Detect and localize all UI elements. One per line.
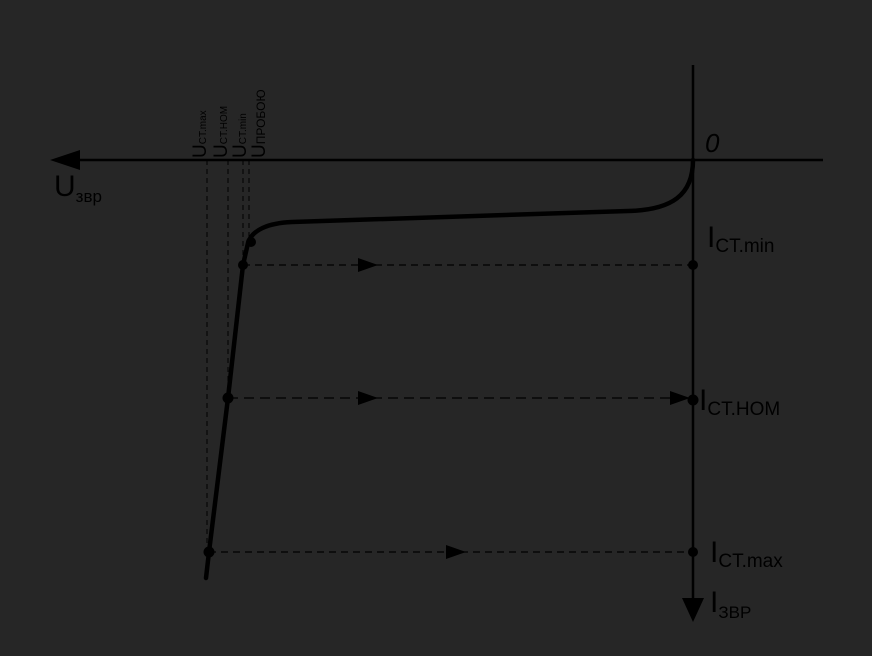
i-ct-max-label-main: I xyxy=(710,536,718,569)
axis-point-ct-min xyxy=(688,260,698,270)
i-ct-hom-direction-arrow xyxy=(358,391,378,405)
u-ct-hom-label: UCT.HOM xyxy=(211,106,232,158)
i-ct-max-label: ICT.max xyxy=(710,536,783,572)
i-ct-max-label-sub: CT.max xyxy=(718,551,783,572)
axis-point-ct-hom xyxy=(687,394,699,406)
i-ct-hom-axis-arrow xyxy=(670,391,690,405)
i-ct-min-direction-arrow xyxy=(358,258,378,272)
u-ct-min-label-main: U xyxy=(230,144,251,158)
u-breakdown-label-group: UПРОБОЮ xyxy=(249,89,270,158)
i-ct-min-label-main: I xyxy=(707,221,715,254)
u-ct-min-label-sub: CT.min xyxy=(238,113,249,144)
x-axis-label-sub: звр xyxy=(76,187,102,206)
reverse-characteristic-curve xyxy=(203,157,696,581)
u-ct-max-label-group: UCT.max xyxy=(190,110,211,158)
u-ct-max-label-sub: CT.max xyxy=(198,110,209,144)
y-axis-arrowhead xyxy=(682,598,704,622)
u-breakdown-label-main: U xyxy=(249,144,270,158)
axis-point-ct-max xyxy=(688,547,698,557)
i-ct-min-label: ICT.min xyxy=(707,221,774,257)
x-axis-arrowhead xyxy=(50,150,80,170)
u-ct-hom-label-main: U xyxy=(211,144,232,158)
u-breakdown-label-sub: ПРОБОЮ xyxy=(254,89,268,144)
u-ct-max-label-main: U xyxy=(190,144,211,158)
x-axis-label: Uзвр xyxy=(54,170,102,206)
u-ct-max-label: UCT.max xyxy=(190,110,211,158)
u-breakdown-label: UПРОБОЮ xyxy=(249,89,270,158)
curve-point-ct-max xyxy=(203,546,215,558)
u-ct-min-label-group: UCT.min xyxy=(230,113,251,158)
u-ct-hom-label-group: UCT.HOM xyxy=(211,106,232,158)
i-ct-max-direction-arrow xyxy=(446,545,466,559)
y-axis-label-main: I xyxy=(710,586,718,619)
curve-point-ct-hom xyxy=(222,392,234,404)
breakdown-point xyxy=(246,237,256,247)
i-ct-hom-label: ICT.HOM xyxy=(699,384,780,420)
y-axis-label-sub: ЗВР xyxy=(718,603,751,622)
y-axis-label: IЗВР xyxy=(710,586,751,622)
u-ct-min-label: UCT.min xyxy=(230,113,251,158)
origin-label: 0 xyxy=(705,128,720,158)
x-axis-label-main: U xyxy=(54,170,76,203)
i-ct-hom-label-sub: CT.HOM xyxy=(707,399,780,420)
u-ct-hom-label-sub: CT.HOM xyxy=(219,106,230,144)
curve-point-ct-min xyxy=(238,260,248,270)
i-ct-min-label-sub: CT.min xyxy=(715,236,774,257)
i-ct-hom-label-main: I xyxy=(699,384,707,417)
